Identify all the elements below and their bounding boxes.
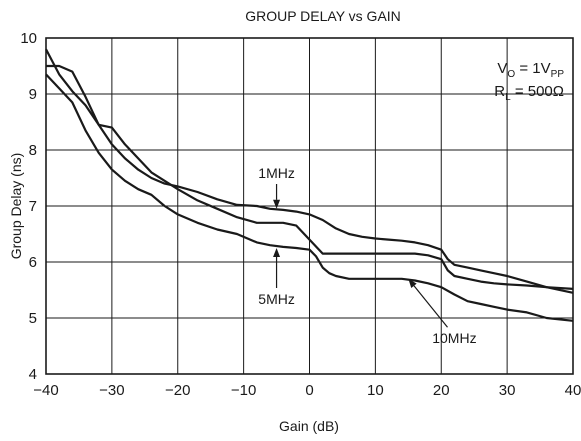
tick-labels: −40 −30 −20 −10 0 10 20 30 40 4 5 6 7 8 9 10: [20, 30, 581, 399]
x-tick-label: 10: [367, 382, 384, 399]
x-tick-label: 20: [433, 382, 450, 399]
series-arrow-10mhz: [413, 285, 448, 328]
y-tick-label: 9: [29, 86, 37, 103]
series-arrowhead-1mhz: [273, 199, 281, 209]
grid: [46, 38, 573, 374]
y-tick-label: 4: [29, 366, 37, 383]
conditions-box: VO = 1VPP RL = 500Ω: [494, 60, 564, 103]
series-label-5mhz: 5MHz: [258, 291, 295, 307]
series-line-10mhz: [45, 73, 574, 322]
x-tick-label: −10: [231, 382, 256, 399]
y-axis-label: Group Delay (ns): [8, 153, 24, 260]
series-lines: [45, 48, 574, 322]
chart-title: GROUP DELAY vs GAIN: [245, 8, 401, 24]
y-tick-label: 7: [29, 198, 37, 215]
condition-vo: VO = 1VPP: [497, 60, 564, 80]
condition-rl: RL = 500Ω: [494, 83, 564, 103]
series-arrowhead-10mhz: [408, 278, 417, 288]
series-label-1mhz: 1MHz: [258, 165, 295, 181]
y-tick-label: 10: [20, 30, 37, 47]
y-tick-label: 6: [29, 254, 37, 271]
x-tick-label: 0: [305, 382, 313, 399]
series-label-10mhz: 10MHz: [432, 330, 476, 346]
y-tick-label: 5: [29, 310, 37, 327]
plot-frame: [45, 37, 574, 375]
y-tick-label: 8: [29, 142, 37, 159]
x-axis-label: Gain (dB): [279, 418, 339, 434]
x-tick-label: −40: [33, 382, 58, 399]
x-tick-label: −20: [165, 382, 190, 399]
series-arrowhead-5mhz: [273, 248, 281, 257]
x-tick-label: −30: [99, 382, 124, 399]
x-tick-label: 40: [565, 382, 581, 399]
x-tick-label: 30: [499, 382, 516, 399]
series-annotations: 1MHz 5MHz 10MHz: [258, 165, 476, 346]
series-line-5mhz: [46, 64, 574, 290]
series-line-1mhz: [45, 48, 574, 294]
